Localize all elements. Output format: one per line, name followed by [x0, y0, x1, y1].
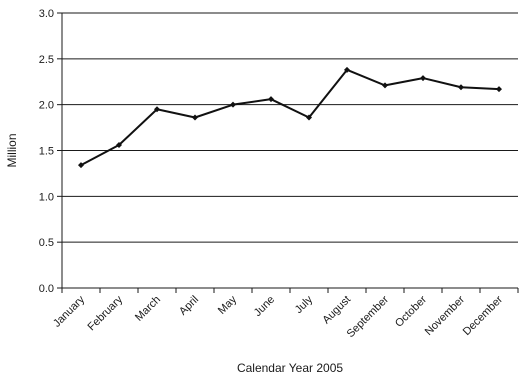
x-tick-label: March — [133, 294, 163, 324]
y-tick-label: 2.0 — [39, 100, 54, 112]
data-series — [78, 66, 502, 169]
data-point — [458, 84, 464, 91]
data-point — [192, 114, 198, 121]
data-point — [116, 142, 122, 148]
data-point — [344, 66, 350, 73]
y-tick-label: 1.0 — [39, 191, 54, 203]
x-tick-label: April — [177, 294, 201, 318]
data-point — [306, 114, 312, 121]
y-axis-label: Million — [5, 133, 19, 167]
y-tick-label: 0.5 — [39, 237, 54, 249]
data-point — [382, 82, 388, 89]
y-tick-label: 2.5 — [39, 54, 54, 66]
x-tick-label: September — [345, 293, 392, 340]
gridlines — [62, 12, 518, 289]
x-tick-label: May — [216, 293, 240, 317]
data-point — [420, 75, 426, 82]
x-tick-label: August — [320, 294, 353, 327]
data-point — [154, 106, 160, 113]
data-point — [78, 162, 84, 169]
y-tick-label: 0.0 — [39, 283, 54, 295]
data-point — [496, 86, 502, 93]
y-tick-label: 3.0 — [39, 8, 54, 20]
x-tick-label: July — [293, 293, 316, 316]
series-line — [80, 68, 500, 167]
y-tick-label: 1.5 — [39, 146, 54, 158]
x-tick-label: November — [423, 293, 468, 338]
x-tick-label: June — [252, 294, 277, 319]
axes — [57, 12, 519, 293]
data-point — [230, 101, 236, 108]
x-tick-label: December — [461, 293, 506, 338]
data-point — [268, 96, 274, 103]
x-tick-label: October — [393, 293, 429, 329]
x-tick-label: January — [51, 293, 88, 330]
x-axis-label: Calendar Year 2005 — [237, 361, 343, 375]
y-tick-labels: 0.0 0.5 1.0 1.5 2.0 2.5 3.0 — [39, 8, 54, 295]
x-tick-label: February — [86, 293, 126, 333]
